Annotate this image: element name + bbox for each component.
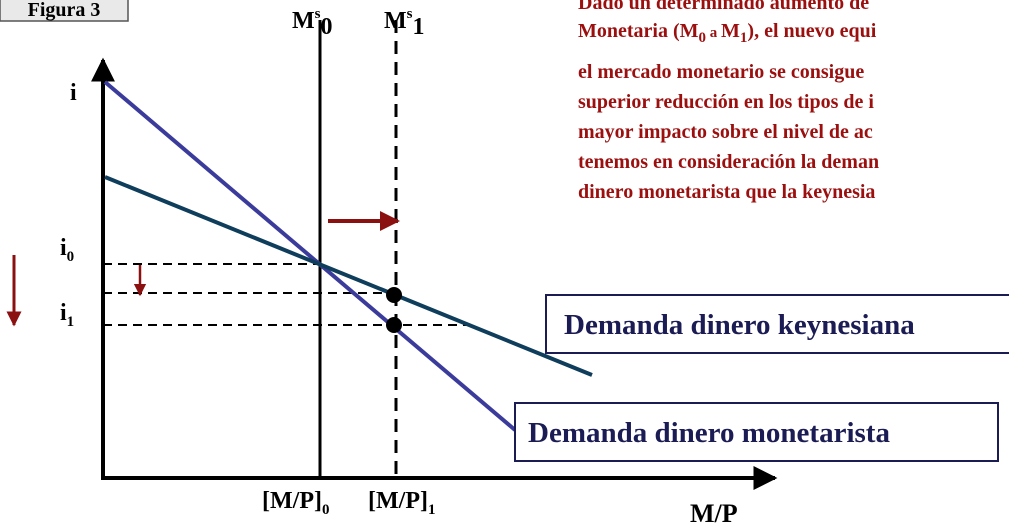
figure-label-box	[0, 0, 129, 22]
keynesian-curve	[104, 175, 593, 377]
paragraph: Dado un determinado aumento de Monetaria…	[578, 0, 879, 203]
x-axis-label: M/P	[690, 499, 738, 528]
keynesian-box	[545, 294, 1009, 354]
equilibrium-point	[386, 287, 402, 303]
text-line: Dado un determinado aumento de	[578, 0, 869, 14]
monetarist-label: Demanda dinero monetarista	[528, 417, 890, 449]
text-line: superior reducción en los tipos de i	[578, 91, 874, 113]
text-line: tenemos en consideración la deman	[578, 151, 879, 173]
y-axis-label: i	[70, 80, 77, 106]
keynesian-label: Demanda dinero keynesiana	[564, 309, 915, 341]
monetarist-box	[514, 402, 999, 462]
guides	[103, 263, 470, 326]
supply-label: Ms1	[384, 6, 425, 40]
text-line: mayor impacto sobre el nivel de ac	[578, 121, 873, 143]
monetarist-curve	[103, 80, 517, 432]
quantity-label: [M/P]1	[368, 488, 435, 518]
text-line: Monetaria (M0 a M1), el nuevo equi	[578, 20, 877, 46]
rate-label: i0	[60, 235, 74, 265]
figure-label: Figura 3	[28, 0, 101, 21]
supply-label: Ms0	[292, 6, 333, 40]
text-line: el mercado monetario se consigue	[578, 61, 864, 83]
text-line: dinero monetarista que la keynesia	[578, 181, 875, 203]
rate-label: i1	[60, 300, 74, 330]
quantity-label: [M/P]0	[262, 488, 329, 518]
equilibrium-point	[386, 317, 402, 333]
